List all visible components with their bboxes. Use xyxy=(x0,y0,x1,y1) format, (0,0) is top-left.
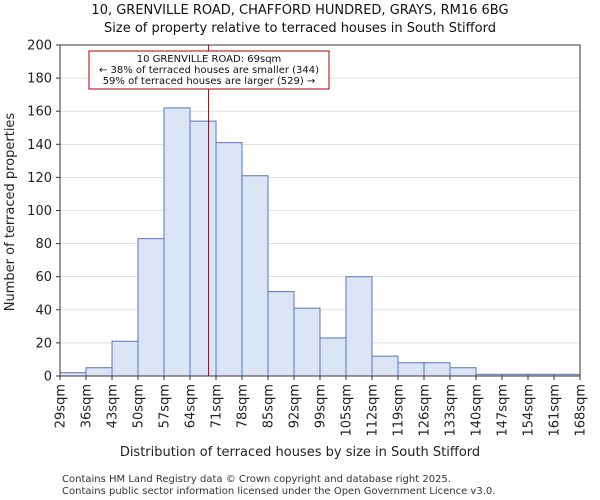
bar-64sqm xyxy=(189,120,217,377)
x-tick-label-6: 71sqm xyxy=(210,384,225,428)
bar-99sqm xyxy=(319,337,347,377)
x-tick-label-1: 36sqm xyxy=(80,384,95,428)
x-tick-label-5: 64sqm xyxy=(184,384,199,428)
plot-frame xyxy=(59,44,581,377)
annotation-line-1: 10 GRENVILLE ROAD: 69sqm xyxy=(137,54,282,65)
bar-78sqm xyxy=(241,175,269,377)
bar-126sqm xyxy=(423,362,451,377)
chart-subtitle: Size of property relative to terraced ho… xyxy=(104,21,496,36)
x-tick-label-3: 50sqm xyxy=(132,384,147,428)
chart-title: 10, GRENVILLE ROAD, CHAFFORD HUNDRED, GR… xyxy=(91,3,508,18)
y-tick-label-2: 40 xyxy=(35,303,52,318)
bar-57sqm xyxy=(163,107,191,377)
x-tick-label-9: 92sqm xyxy=(288,384,303,428)
x-tick-label-18: 154sqm xyxy=(522,384,537,437)
bar-43sqm xyxy=(111,340,139,377)
annotation-line-2: ← 38% of terraced houses are smaller (34… xyxy=(99,65,319,76)
y-tick-label-10: 200 xyxy=(27,39,52,54)
x-tick-label-11: 105sqm xyxy=(340,384,355,437)
bar-50sqm xyxy=(137,238,165,377)
bar-36sqm xyxy=(85,367,113,377)
bar-105sqm xyxy=(345,276,373,377)
y-axis-label: Number of terraced properties xyxy=(3,113,18,312)
bar-71sqm xyxy=(215,142,243,377)
y-tick-label-6: 120 xyxy=(27,171,52,186)
annotation-frame xyxy=(88,50,330,90)
y-tick-label-0: 0 xyxy=(44,370,52,385)
x-tick-label-10: 99sqm xyxy=(314,384,329,428)
x-tick-label-15: 133sqm xyxy=(444,384,459,437)
annotation-line-3: 59% of terraced houses are larger (529) … xyxy=(103,76,316,87)
y-tick-label-8: 160 xyxy=(27,105,52,120)
x-tick-label-8: 85sqm xyxy=(262,384,277,428)
y-tick-label-3: 60 xyxy=(35,270,52,285)
x-tick-label-14: 126sqm xyxy=(418,384,433,437)
x-tick-label-20: 168sqm xyxy=(574,384,589,437)
x-tick-label-19: 161sqm xyxy=(548,384,563,437)
bars-layer xyxy=(59,107,581,377)
bar-119sqm xyxy=(397,362,425,377)
y-tick-label-1: 20 xyxy=(35,336,52,351)
x-tick-label-4: 57sqm xyxy=(158,384,173,428)
y-tick-label-9: 180 xyxy=(27,72,52,87)
annotation-box: 10 GRENVILLE ROAD: 69sqm ← 38% of terrac… xyxy=(88,50,330,90)
y-tick-label-5: 100 xyxy=(27,204,52,219)
x-tick-label-2: 43sqm xyxy=(106,384,121,428)
bar-133sqm xyxy=(449,367,477,377)
x-tick-label-16: 140sqm xyxy=(470,384,485,437)
y-tick-label-4: 80 xyxy=(35,237,52,252)
bar-112sqm xyxy=(371,355,399,377)
x-tick-label-12: 112sqm xyxy=(366,384,381,437)
x-axis-label: Distribution of terraced houses by size … xyxy=(120,445,480,460)
x-tick-label-17: 147sqm xyxy=(496,384,511,437)
footer-line-2: Contains public sector information licen… xyxy=(62,486,495,497)
footer-line-1: Contains HM Land Registry data © Crown c… xyxy=(62,474,451,485)
y-tick-label-7: 140 xyxy=(27,138,52,153)
y-axis-ticks: 0 20 40 60 80 100 120 140 160 180 200 xyxy=(27,39,60,385)
bar-85sqm xyxy=(267,291,295,377)
x-tick-label-0: 29sqm xyxy=(54,384,69,428)
x-axis-ticks: 29sqm 36sqm 43sqm 50sqm 57sqm 64sqm 71sqm 78sqm… xyxy=(54,376,589,437)
x-tick-label-7: 78sqm xyxy=(236,384,251,428)
bar-92sqm xyxy=(293,307,321,377)
x-tick-label-13: 119sqm xyxy=(392,384,407,437)
